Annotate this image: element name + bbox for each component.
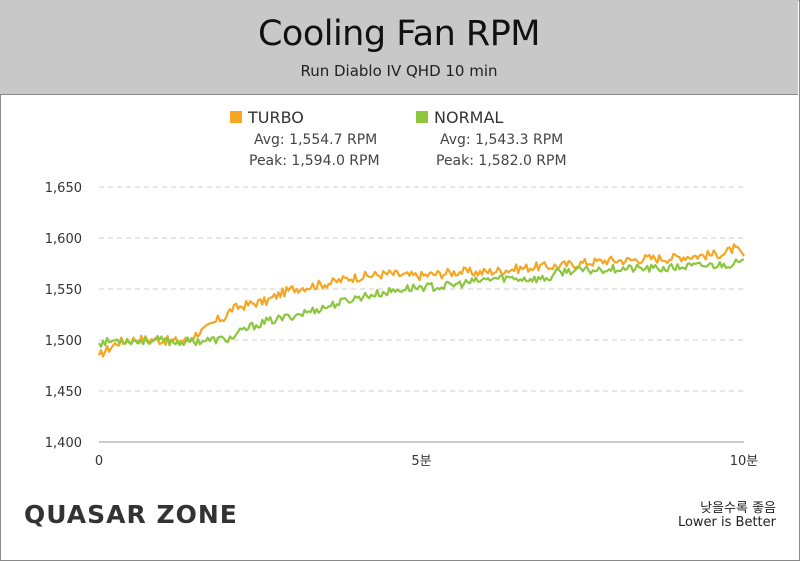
series-line-normal [98,258,745,348]
legend-item-normal: NORMAL [416,108,503,127]
note-lower-is-better: Lower is Better [677,515,776,530]
legend-label-turbo: TURBO [248,108,304,127]
legend-avg-turbo: Avg: 1,554.7 RPM [254,132,378,148]
y-tick-label: 1,400 [45,436,82,451]
y-tick-label: 1,500 [45,334,82,349]
x-tick-label: 0 [95,454,103,469]
legend-label-normal: NORMAL [434,108,504,127]
y-tick-label: 1,450 [45,385,82,400]
legend-item-turbo: TURBO [230,108,304,127]
quasarzone-logo: QUASAR ZONE [24,500,238,529]
y-tick-label: 1,550 [45,283,82,298]
chart-subtitle: Run Diablo IV QHD 10 min [300,62,498,80]
note-korean: 낮을수록 좋음 [700,501,776,516]
legend-peak-normal: Peak: 1,582.0 RPM [436,153,567,169]
chart-header: Cooling Fan RPM Run Diablo IV QHD 10 min [0,0,798,95]
legend-swatch-turbo [230,111,242,123]
legend-swatch-normal [416,111,428,123]
series-line-turbo [97,243,745,358]
legend-peak-turbo: Peak: 1,594.0 RPM [249,153,380,169]
legend-avg-normal: Avg: 1,543.3 RPM [440,132,564,148]
x-tick-label: 10분 [730,454,759,469]
y-tick-label: 1,600 [45,232,82,247]
chart-title: Cooling Fan RPM [257,14,541,54]
y-tick-label: 1,650 [45,181,82,196]
x-tick-label: 5분 [411,454,431,469]
